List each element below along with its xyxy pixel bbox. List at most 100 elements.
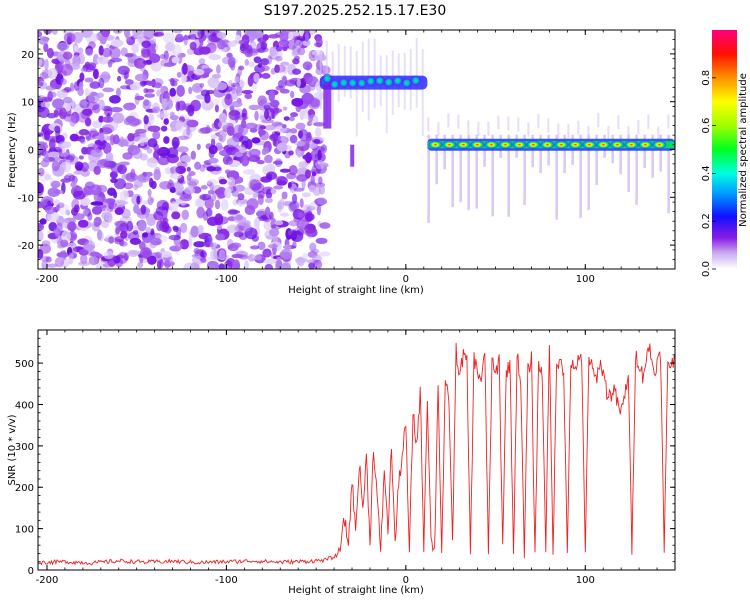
noise-blob	[208, 145, 218, 155]
noise-blob	[314, 91, 326, 101]
lower-band-peak	[554, 140, 569, 149]
noise-blob	[257, 194, 264, 206]
heatmap-y-axis: -20 -10 0 10 20	[18, 29, 675, 270]
lower-band-streak	[651, 134, 654, 178]
noise-blob	[38, 31, 43, 38]
noise-blob	[281, 124, 287, 129]
noise-blob	[196, 143, 201, 151]
upper-band-peak	[383, 77, 394, 88]
colorbar-label: Normalized spectral amplitude	[738, 73, 749, 227]
noise-blob	[84, 77, 94, 83]
noise-blob	[98, 115, 104, 123]
noise-blob	[153, 32, 159, 37]
noise-blob	[263, 258, 277, 265]
noise-blob	[200, 257, 207, 263]
noise-blob	[79, 98, 90, 109]
noise-blob	[291, 50, 299, 57]
noise-blob	[288, 220, 300, 227]
noise-blob	[98, 77, 105, 89]
upper-band-streak	[421, 49, 424, 137]
noise-blob	[38, 36, 49, 45]
noise-blob	[304, 169, 311, 179]
noise-blob	[56, 251, 70, 258]
noise-blob	[226, 176, 236, 188]
noise-blob	[244, 93, 253, 100]
noise-blob	[38, 94, 46, 100]
noise-blob	[41, 260, 48, 269]
noise-blob	[265, 171, 278, 180]
noise-blob	[61, 230, 71, 243]
noise-blob	[216, 32, 227, 39]
noise-blob	[54, 125, 61, 134]
noise-blob	[71, 63, 81, 70]
noise-blob	[171, 211, 181, 220]
noise-blob	[93, 165, 101, 176]
noise-blob	[279, 168, 291, 173]
noise-blob	[176, 161, 188, 169]
noise-blob	[101, 220, 109, 229]
noise-blob	[274, 64, 286, 73]
noise-blob	[170, 78, 175, 87]
noise-blob	[41, 240, 51, 247]
noise-blob	[264, 263, 274, 269]
noise-blob	[152, 130, 161, 140]
noise-blob	[114, 236, 125, 243]
noise-blob	[299, 198, 304, 208]
noise-blob	[38, 132, 44, 138]
noise-blob	[73, 170, 84, 175]
noise-blob	[143, 99, 150, 106]
noise-blob	[63, 32, 76, 44]
noise-blob	[288, 164, 298, 176]
noise-blob	[117, 75, 122, 82]
noise-blob	[147, 138, 158, 148]
colorbar-tick-label: 0.8	[701, 70, 712, 86]
noise-blob	[133, 57, 147, 69]
noise-blob	[276, 142, 288, 152]
noise-blob	[82, 188, 94, 196]
noise-blob	[221, 56, 233, 65]
noise-blob	[292, 58, 300, 65]
noise-blob	[274, 220, 284, 226]
heatmap-ytick-label: 0	[28, 146, 34, 157]
noise-blob	[186, 126, 191, 136]
noise-blob	[38, 222, 45, 232]
noise-blob	[51, 30, 58, 35]
noise-blob	[146, 216, 156, 227]
noise-blob	[114, 207, 124, 216]
noise-blob	[127, 133, 135, 142]
noise-blob	[175, 101, 181, 112]
noise-blob	[225, 93, 232, 100]
noise-blob	[277, 135, 289, 145]
noise-blob	[188, 236, 193, 249]
noise-blob	[181, 209, 189, 220]
noise-blob	[254, 217, 260, 229]
noise-blob	[290, 112, 299, 118]
noise-blob	[225, 156, 233, 165]
noise-blob	[149, 53, 161, 64]
noise-blob	[234, 76, 240, 83]
noise-blob	[140, 48, 151, 58]
noise-blob	[169, 95, 181, 103]
noise-blob	[293, 187, 305, 192]
noise-blob	[264, 197, 273, 204]
noise-blob	[136, 195, 141, 205]
noise-blob	[318, 185, 326, 195]
upper-band-peak	[374, 75, 385, 86]
noise-blob	[169, 114, 179, 121]
noise-blob	[289, 134, 298, 144]
noise-blob	[98, 56, 104, 62]
upper-band-peak	[401, 77, 412, 88]
noise-blob	[304, 223, 317, 234]
noise-blob	[134, 73, 148, 82]
snr-ytick-label: 200	[15, 483, 34, 494]
noise-blob	[89, 251, 100, 257]
noise-blob	[279, 88, 290, 94]
noise-blob	[150, 180, 157, 190]
noise-blob	[294, 39, 303, 48]
lower-band-peak	[610, 140, 625, 149]
noise-blob	[218, 263, 225, 269]
noise-blob	[183, 262, 196, 269]
noise-blob	[248, 148, 261, 157]
noise-blob	[302, 204, 313, 213]
noise-blob	[64, 59, 71, 68]
